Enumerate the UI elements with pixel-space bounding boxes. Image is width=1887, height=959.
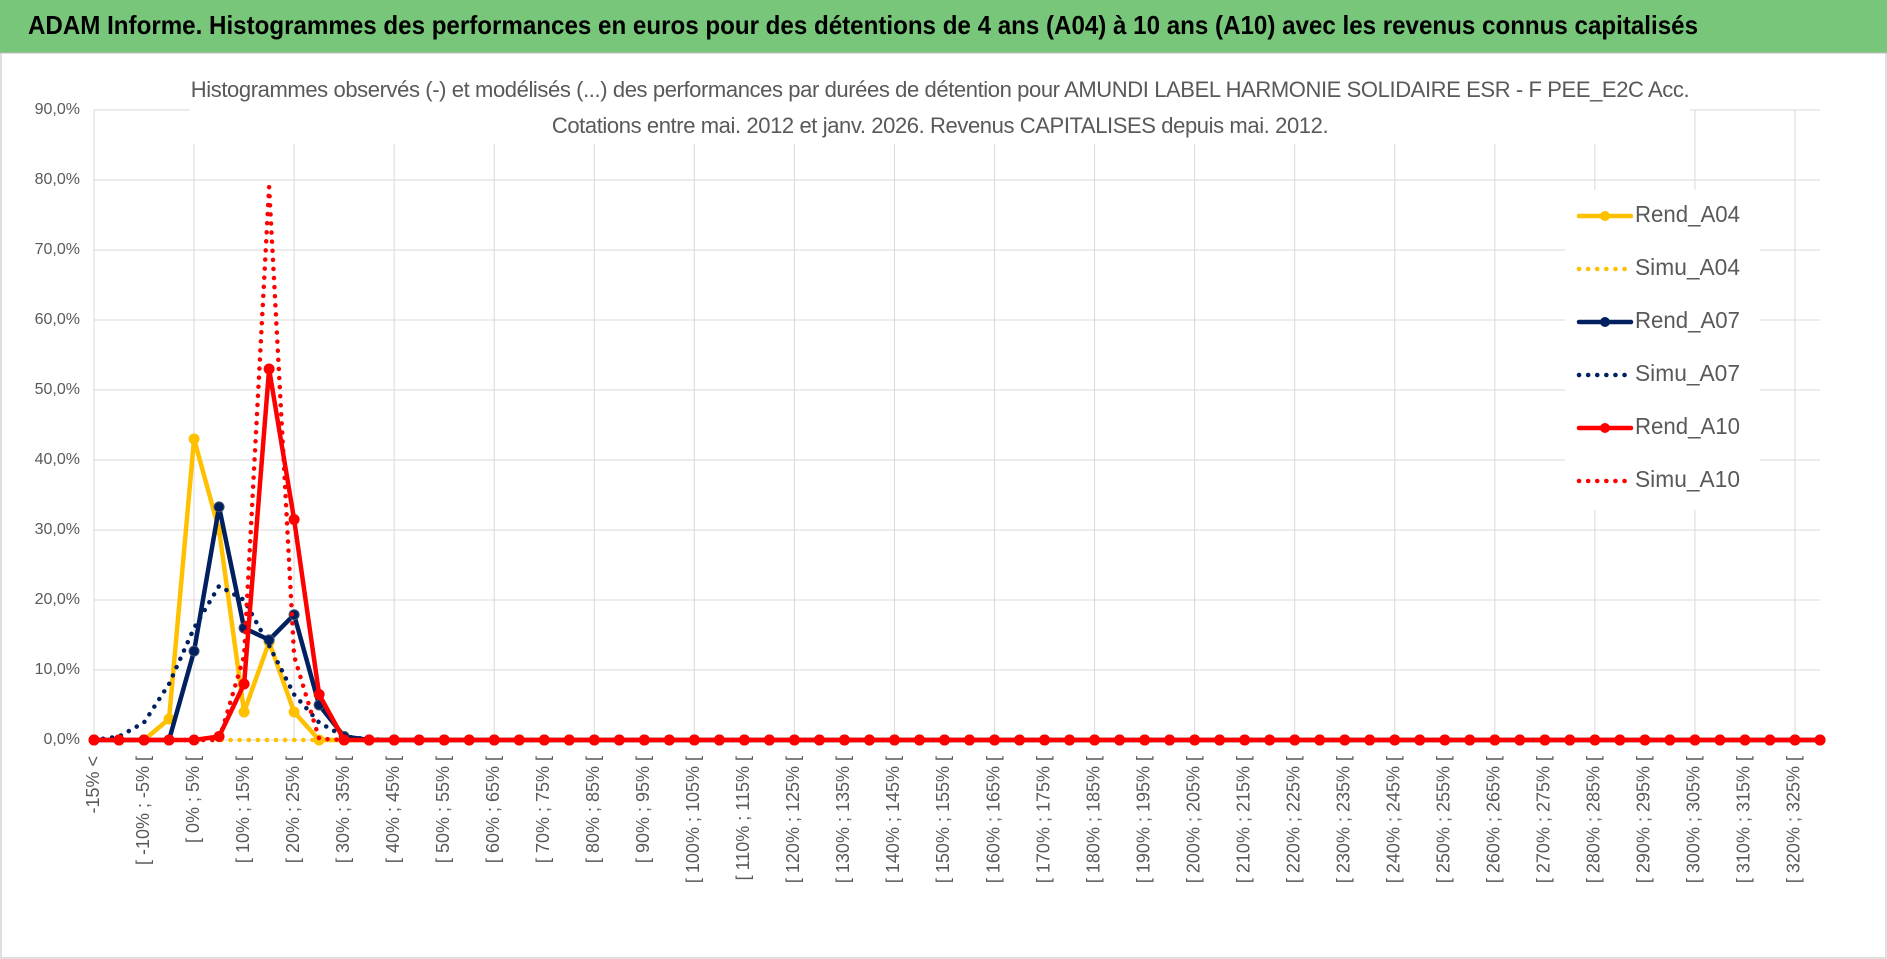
x-tick-label: [ 100% ; 105% [ — [683, 756, 703, 883]
y-tick-label: 20,0% — [35, 591, 80, 608]
y-tick-label: 30,0% — [35, 521, 80, 538]
data-point — [313, 689, 325, 700]
legend-marker — [1600, 211, 1610, 221]
x-tick-label: [ 140% ; 145% [ — [883, 756, 903, 883]
x-tick-label: [ 170% ; 175% [ — [1033, 756, 1053, 883]
data-point — [288, 706, 300, 718]
series-line — [91, 583, 1823, 743]
chart-title: Histogrammes observés (-) et modélisés (… — [190, 72, 1690, 144]
legend-label: Simu_A10 — [1635, 466, 1740, 492]
legend-box — [1565, 190, 1760, 510]
x-tick-label: [ 250% ; 255% [ — [1434, 756, 1454, 883]
series-line — [91, 436, 1823, 743]
x-tick-label: [ 50% ; 55% [ — [433, 756, 453, 863]
header-bar — [0, 0, 1887, 53]
x-tick-label: [ 190% ; 195% [ — [1133, 756, 1153, 883]
x-tick-label: [ 280% ; 285% [ — [1584, 756, 1604, 883]
legend-label: Rend_A07 — [1635, 307, 1740, 333]
data-point — [263, 363, 275, 375]
data-point — [238, 706, 250, 718]
legend-marker — [1600, 423, 1610, 433]
chart-subtitle: Cotations entre mai. 2012 et janv. 2026.… — [551, 113, 1329, 138]
data-point — [213, 501, 225, 513]
x-tick-label: [ 60% ; 65% [ — [483, 756, 503, 863]
y-tick-label: 0,0% — [44, 731, 80, 748]
x-tick-label: [ 210% ; 215% [ — [1233, 756, 1253, 883]
x-tick-label: [ 20% ; 25% [ — [283, 756, 303, 863]
x-tick-label: [ 200% ; 205% [ — [1183, 756, 1203, 883]
y-tick-label: 60,0% — [35, 311, 80, 328]
x-tick-label: [ 40% ; 45% [ — [383, 756, 403, 863]
data-point — [188, 433, 200, 445]
x-tick-label: [ 300% ; 305% [ — [1684, 756, 1704, 883]
x-tick-label: [ 110% ; 115% [ — [733, 756, 753, 880]
legend-label: Rend_A04 — [1635, 201, 1740, 227]
legend-label: Simu_A04 — [1635, 254, 1740, 280]
x-tick-label: [ 230% ; 235% [ — [1333, 756, 1353, 883]
legend-label: Simu_A07 — [1635, 360, 1740, 386]
series-line — [91, 184, 1823, 743]
data-point — [188, 645, 200, 657]
title-text: Histogrammes observés (-) et modélisés (… — [190, 77, 1690, 102]
x-tick-label: [ 80% ; 85% [ — [583, 756, 603, 863]
y-tick-label: 80,0% — [35, 171, 80, 188]
x-tick-label: [ 260% ; 265% [ — [1484, 756, 1504, 883]
x-tick-label: [ 120% ; 125% [ — [783, 756, 803, 883]
x-tick-label: [ 30% ; 35% [ — [333, 756, 353, 863]
x-tick-label: [ 10% ; 15% [ — [233, 756, 253, 863]
x-tick-label: [ 70% ; 75% [ — [533, 756, 553, 863]
y-tick-label: 50,0% — [35, 381, 80, 398]
x-tick-label: [ 310% ; 315% [ — [1734, 756, 1754, 883]
x-tick-label: [ 220% ; 225% [ — [1283, 756, 1303, 883]
chart-border — [0, 52, 1887, 959]
y-tick-label: 90,0% — [35, 101, 80, 118]
header-title: ADAM Informe. Histogrammes des performan… — [28, 10, 1698, 40]
x-tick-label: [ 270% ; 275% [ — [1534, 756, 1554, 883]
x-tick-label: [ 0% ; 5% [ — [183, 756, 203, 843]
x-tick-label: [ 290% ; 295% [ — [1634, 756, 1654, 883]
x-tick-label: [ 90% ; 95% [ — [633, 756, 653, 863]
x-tick-label: -15% < — [83, 756, 103, 814]
x-tick-label: [ 320% ; 325% [ — [1784, 756, 1804, 883]
y-tick-label: 70,0% — [35, 241, 80, 258]
x-tick-label: [ 150% ; 155% [ — [933, 756, 953, 883]
x-tick-label: [ 180% ; 185% [ — [1083, 756, 1103, 883]
data-point — [238, 678, 250, 690]
series-line — [91, 504, 1823, 743]
x-tick-label: [ 160% ; 165% [ — [983, 756, 1003, 883]
legend-label: Rend_A10 — [1635, 413, 1740, 439]
y-tick-label: 40,0% — [35, 451, 80, 468]
y-tick-label: 10,0% — [35, 661, 80, 678]
x-tick-label: [ 240% ; 245% [ — [1384, 756, 1404, 883]
data-point — [288, 514, 300, 525]
x-tick-label: [ -10% ; -5% [ — [133, 756, 153, 865]
x-tick-label: [ 130% ; 135% [ — [833, 756, 853, 883]
legend-marker — [1600, 317, 1610, 327]
series-line — [91, 366, 1823, 743]
